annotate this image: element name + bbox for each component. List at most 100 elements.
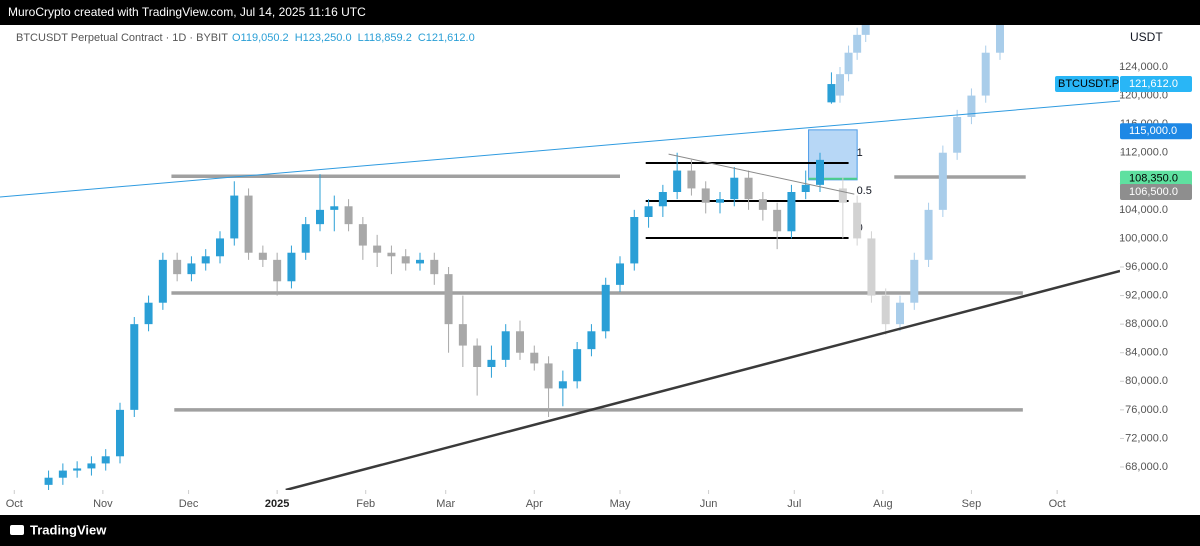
candle-body: [487, 359, 496, 367]
candle-body: [967, 95, 976, 117]
candle-body: [827, 84, 836, 103]
x-tick-label: Sep: [962, 498, 982, 510]
candle-body: [801, 184, 810, 192]
candle-body: [330, 206, 339, 210]
candle-body: [316, 209, 324, 225]
price-badge: [1120, 123, 1192, 140]
currency: USDT: [1130, 30, 1163, 44]
candle-body: [687, 170, 696, 189]
footer: TradingView: [30, 522, 107, 537]
candle-body: [838, 188, 847, 203]
candle-body: [836, 74, 844, 96]
candle-body: [58, 470, 67, 478]
position-box: [808, 129, 858, 181]
symbol-badge: [1055, 76, 1119, 93]
y-tick-label: 124,000.0: [1119, 61, 1168, 73]
x-tick-label: Jun: [700, 498, 718, 510]
candle-body: [416, 259, 424, 264]
candle-body: [244, 195, 253, 253]
x-tick-label: Nov: [93, 498, 113, 510]
y-tick-label: 80,000.0: [1125, 375, 1168, 387]
candle-body: [673, 170, 682, 192]
candle-body: [601, 284, 610, 332]
x-tick-label: May: [610, 498, 631, 510]
y-tick-label: 92,000.0: [1125, 289, 1168, 301]
candle-body: [130, 324, 139, 410]
logo: [10, 525, 24, 535]
candle-body: [44, 477, 53, 485]
ohlc-value: H123,250.0: [295, 32, 352, 44]
candle-body: [587, 331, 596, 350]
candle-body: [516, 331, 524, 353]
price-badge: [1120, 170, 1192, 187]
ohlc-value: C121,612.0: [418, 32, 475, 44]
candle-body: [344, 206, 353, 225]
x-tick-label: Feb: [356, 498, 375, 510]
candle-body: [953, 117, 962, 153]
candle-body: [701, 188, 710, 203]
candle-body: [981, 52, 990, 96]
candle-body: [387, 252, 396, 257]
y-tick-label: 100,000.0: [1119, 232, 1168, 244]
ohlc-value: L118,859.2: [358, 32, 412, 44]
candle-body: [758, 199, 767, 210]
price-badge-label: 106,500.0: [1129, 186, 1178, 198]
candle-body: [430, 259, 439, 275]
x-tick-label: Oct: [1049, 498, 1066, 510]
candle-body: [716, 199, 724, 203]
candle-body: [558, 381, 567, 389]
candle-body: [201, 256, 210, 264]
candle-body: [616, 263, 624, 285]
candle-body: [910, 259, 919, 303]
candle-body: [187, 263, 196, 275]
candle-body: [358, 224, 367, 246]
candle-body: [773, 209, 782, 232]
y-tick-label: 76,000.0: [1125, 404, 1168, 416]
candle-body: [230, 195, 239, 239]
price-badge-label: 121,612.0: [1129, 78, 1178, 90]
chart-background: [0, 25, 1200, 515]
candle-body: [881, 295, 890, 325]
y-tick-label: 68,000.0: [1125, 461, 1168, 473]
candle-body: [938, 152, 947, 210]
price-badge-label: 115,000.0: [1129, 125, 1177, 137]
candle-body: [116, 409, 124, 457]
candle-body: [373, 245, 382, 253]
top-bar: [0, 0, 1200, 25]
trendline: [0, 100, 1120, 198]
fib-label: 1: [857, 147, 863, 159]
x-tick-label: 2025: [265, 498, 289, 510]
candle-body: [867, 238, 876, 296]
candle-body: [473, 345, 482, 367]
ohlc-value: O119,050.2: [232, 32, 289, 44]
x-tick-label: Dec: [179, 498, 199, 510]
x-tick-label: Jul: [787, 498, 801, 510]
y-tick-label: 84,000.0: [1125, 347, 1168, 359]
candle-body: [544, 363, 553, 389]
candle-body: [501, 331, 510, 360]
x-tick-label: Mar: [436, 498, 455, 510]
x-tick-label: Oct: [6, 498, 23, 510]
candle-body: [144, 302, 153, 325]
candle-body: [844, 52, 853, 75]
candle-body: [730, 177, 739, 200]
y-tick-label: 96,000.0: [1125, 261, 1168, 273]
price-badge-label: 108,350.0: [1129, 173, 1178, 185]
y-tick-label: 112,000.0: [1120, 147, 1168, 159]
candle-body: [658, 192, 667, 207]
candle-body: [630, 217, 639, 264]
candle-body: [101, 456, 110, 464]
symbol-badge-label: BTCUSDT.P: [1058, 78, 1119, 90]
candle-body: [216, 238, 224, 257]
trendline: [668, 153, 855, 195]
bottom-bar: [0, 515, 1200, 546]
plot: 10.50: [0, 25, 1120, 490]
candle-body: [173, 259, 182, 275]
candle-body: [924, 209, 933, 260]
candle-body: [644, 206, 653, 217]
candle-body: [73, 468, 82, 471]
x-tick-label: Aug: [873, 498, 893, 510]
candle-body: [896, 302, 904, 325]
